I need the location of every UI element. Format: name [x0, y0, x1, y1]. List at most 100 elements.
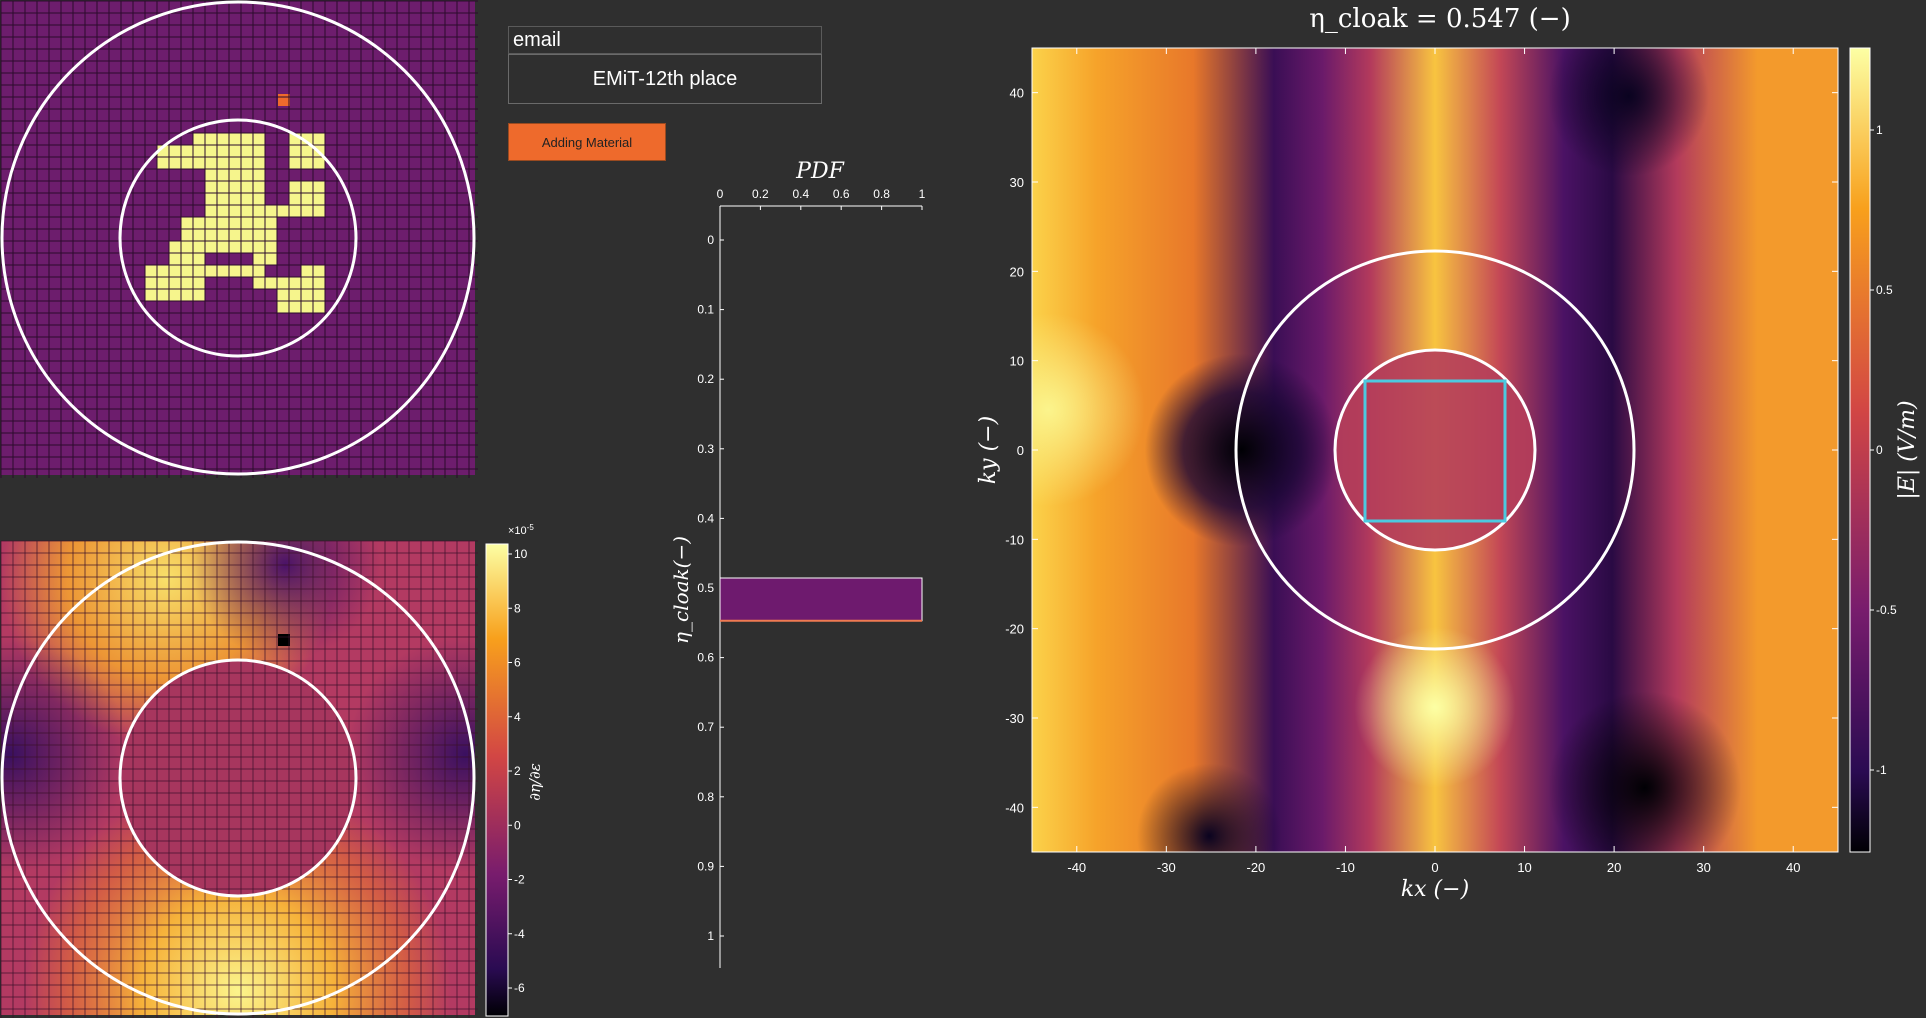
material-cell — [181, 241, 193, 253]
material-cell — [253, 241, 265, 253]
gradient-colorbar-tick: 4 — [514, 710, 521, 724]
pdf-ytick: 0.2 — [697, 372, 714, 386]
material-cell — [181, 289, 193, 301]
material-cell — [289, 301, 301, 313]
field-colorbar-tick: -1 — [1876, 763, 1887, 777]
material-cell — [313, 193, 325, 205]
material-cell — [217, 181, 229, 193]
material-cell — [205, 169, 217, 181]
cursor-cell — [278, 94, 290, 106]
material-cell — [253, 133, 265, 145]
material-cell — [289, 157, 301, 169]
material-cell — [181, 253, 193, 265]
gradient-colorbar: ×10-5 10 8 6 4 2 0 -2 -4 -6 ∂η/∂ε — [485, 523, 544, 1017]
material-cell — [253, 169, 265, 181]
field-xtick: -10 — [1336, 860, 1355, 875]
material-cell — [205, 157, 217, 169]
material-cell — [193, 265, 205, 277]
material-cell — [157, 157, 169, 169]
pdf-ytick: 0.9 — [697, 859, 714, 873]
material-cell — [253, 157, 265, 169]
material-cell — [253, 205, 265, 217]
material-cell — [169, 289, 181, 301]
material-cell — [301, 301, 313, 313]
material-cell — [241, 145, 253, 157]
material-cell — [241, 157, 253, 169]
pdf-chart: PDF 0 0.2 0.4 0.6 0.8 1 0 0.1 0.2 0.3 0.4 0.5 0.6 0.… — [669, 159, 926, 968]
material-cell — [193, 133, 205, 145]
material-cell — [301, 133, 313, 145]
field-xlabel: kx (−) — [1401, 877, 1469, 902]
field-ytick: 10 — [1010, 354, 1024, 369]
material-cell — [241, 217, 253, 229]
material-cell — [289, 277, 301, 289]
gradient-colorbar-tick: -6 — [514, 981, 525, 995]
pdf-ytick: 0.5 — [697, 581, 714, 595]
name-display: EMiT-12th place — [508, 54, 822, 104]
field-ytick: -20 — [1005, 622, 1024, 637]
material-cell — [193, 289, 205, 301]
field-colorbar-label: |E| (V/m) — [1895, 400, 1920, 499]
material-cell — [313, 277, 325, 289]
material-cell — [217, 265, 229, 277]
material-cell — [241, 265, 253, 277]
adding-material-button[interactable]: Adding Material — [508, 123, 666, 161]
material-cell — [301, 289, 313, 301]
material-cell — [277, 301, 289, 313]
field-ytick: 0 — [1017, 443, 1024, 458]
field-ytick: -30 — [1005, 711, 1024, 726]
material-cell — [265, 277, 277, 289]
material-cell — [169, 253, 181, 265]
material-cell — [253, 181, 265, 193]
material-cell — [229, 169, 241, 181]
material-cell — [313, 133, 325, 145]
material-cell — [301, 193, 313, 205]
email-field[interactable] — [508, 26, 822, 54]
material-cell — [217, 229, 229, 241]
gradient-colorbar-scale: ×10-5 — [508, 523, 534, 537]
material-cell — [193, 241, 205, 253]
material-cell — [253, 265, 265, 277]
material-cell — [313, 181, 325, 193]
pdf-xtick: 0.6 — [833, 187, 850, 201]
material-cell — [217, 169, 229, 181]
field-colorbar-tick: 0.5 — [1876, 283, 1893, 297]
material-cell — [205, 265, 217, 277]
pdf-bar — [719, 577, 923, 622]
material-cell — [289, 289, 301, 301]
field-xtick: 40 — [1786, 860, 1800, 875]
material-cell — [217, 205, 229, 217]
material-cell — [181, 145, 193, 157]
material-cell — [229, 157, 241, 169]
material-cell — [265, 205, 277, 217]
design-material-cells — [145, 133, 325, 313]
material-cell — [217, 145, 229, 157]
material-cell — [145, 265, 157, 277]
pdf-ytick: 0.7 — [697, 720, 714, 734]
material-cell — [217, 133, 229, 145]
material-cell — [217, 217, 229, 229]
material-cell — [289, 193, 301, 205]
design-grid-panel[interactable] — [0, 0, 478, 478]
material-cell — [229, 265, 241, 277]
field-xtick: 30 — [1696, 860, 1710, 875]
material-cell — [313, 301, 325, 313]
material-cell — [301, 157, 313, 169]
material-cell — [313, 265, 325, 277]
material-cell — [229, 205, 241, 217]
material-cell — [229, 241, 241, 253]
material-cell — [157, 265, 169, 277]
gradient-colorbar-label: ∂η/∂ε — [526, 763, 544, 801]
field-ytick: 40 — [1010, 86, 1024, 101]
pdf-xtick: 1 — [919, 187, 926, 201]
field-ylabel: ky (−) — [976, 416, 1001, 484]
pdf-xtick: 0.8 — [873, 187, 890, 201]
material-cell — [253, 253, 265, 265]
material-cell — [289, 205, 301, 217]
pdf-chart-ylabel: η_cloak(−) — [669, 536, 693, 644]
material-cell — [145, 277, 157, 289]
field-colorbar — [1849, 47, 1871, 853]
gradient-map-panel — [0, 540, 478, 1018]
pdf-ytick: 0.6 — [697, 651, 714, 665]
material-cell — [181, 157, 193, 169]
